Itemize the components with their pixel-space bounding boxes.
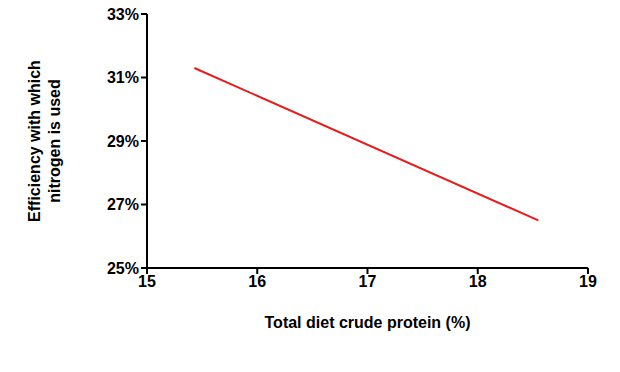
svg-text:19: 19	[579, 273, 597, 290]
svg-text:18: 18	[469, 273, 487, 290]
svg-text:29%: 29%	[107, 133, 139, 150]
svg-text:25%: 25%	[107, 260, 139, 277]
svg-text:27%: 27%	[107, 196, 139, 213]
svg-text:15: 15	[138, 273, 156, 290]
svg-text:31%: 31%	[107, 69, 139, 86]
svg-text:16: 16	[248, 273, 266, 290]
svg-text:nitrogen is used: nitrogen is used	[46, 79, 63, 203]
svg-text:Efficiency with which: Efficiency with which	[26, 60, 43, 222]
svg-text:17: 17	[359, 273, 377, 290]
svg-text:33%: 33%	[107, 6, 139, 23]
svg-text:Total diet crude protein (%): Total diet crude protein (%)	[265, 314, 471, 331]
